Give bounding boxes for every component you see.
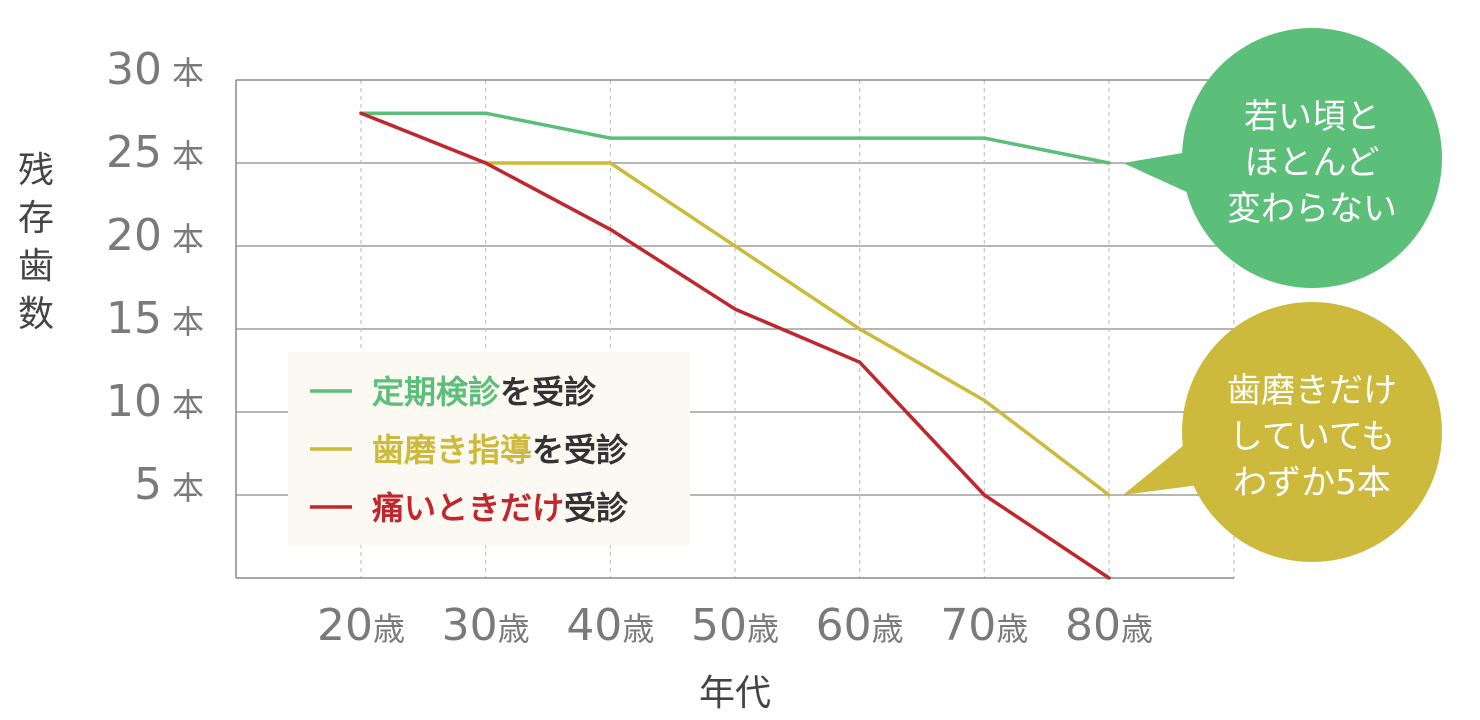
series-line <box>359 111 1111 165</box>
legend-entry: 痛いときだけ受診 <box>372 489 629 527</box>
annotation-text: していても <box>1229 417 1395 457</box>
x-tick-label: 80歳 <box>1065 600 1153 651</box>
y-tick-label: 30 本 <box>106 44 204 95</box>
y-tick-label: 15 本 <box>106 293 204 344</box>
annotation-text: 変わらない <box>1227 189 1397 229</box>
annotation-bubble <box>1182 28 1442 288</box>
x-axis-title: 年代 <box>699 673 771 714</box>
annotation-text: 歯磨きだけ <box>1227 371 1397 411</box>
x-tick-label: 30歳 <box>442 600 530 651</box>
annotation-text: ほとんど <box>1245 143 1380 183</box>
annotation-text: 若い頃と <box>1244 97 1380 137</box>
x-tick-label: 50歳 <box>691 600 779 651</box>
y-tick-labels: 30 本 25 本 20 本 15 本 10 本 5 本 <box>106 44 204 510</box>
legend-entry: 歯磨き指導を受診 <box>372 431 629 469</box>
y-axis-title: 残存歯数 <box>18 150 54 335</box>
series-line <box>483 161 1111 497</box>
x-tick-label: 70歳 <box>940 600 1028 651</box>
x-tick-label: 60歳 <box>816 600 904 651</box>
series-line <box>359 111 1111 580</box>
legend-box <box>288 352 690 545</box>
legend-entry: 定期検診を受診 <box>372 373 597 411</box>
annotation-bubble <box>1182 302 1442 562</box>
y-tick-label: 20 本 <box>106 210 204 261</box>
annotation-text: わずか5本 <box>1233 463 1391 503</box>
x-tick-labels: 20歳 30歳 40歳 50歳 60歳 70歳 80歳 <box>317 600 1153 651</box>
x-tick-label: 20歳 <box>317 600 405 651</box>
series-lines <box>359 111 1111 580</box>
y-tick-label: 25 本 <box>106 127 204 178</box>
y-tick-label: 10 本 <box>106 376 204 427</box>
plot-frame <box>235 79 1234 579</box>
x-tick-label: 40歳 <box>566 600 654 651</box>
